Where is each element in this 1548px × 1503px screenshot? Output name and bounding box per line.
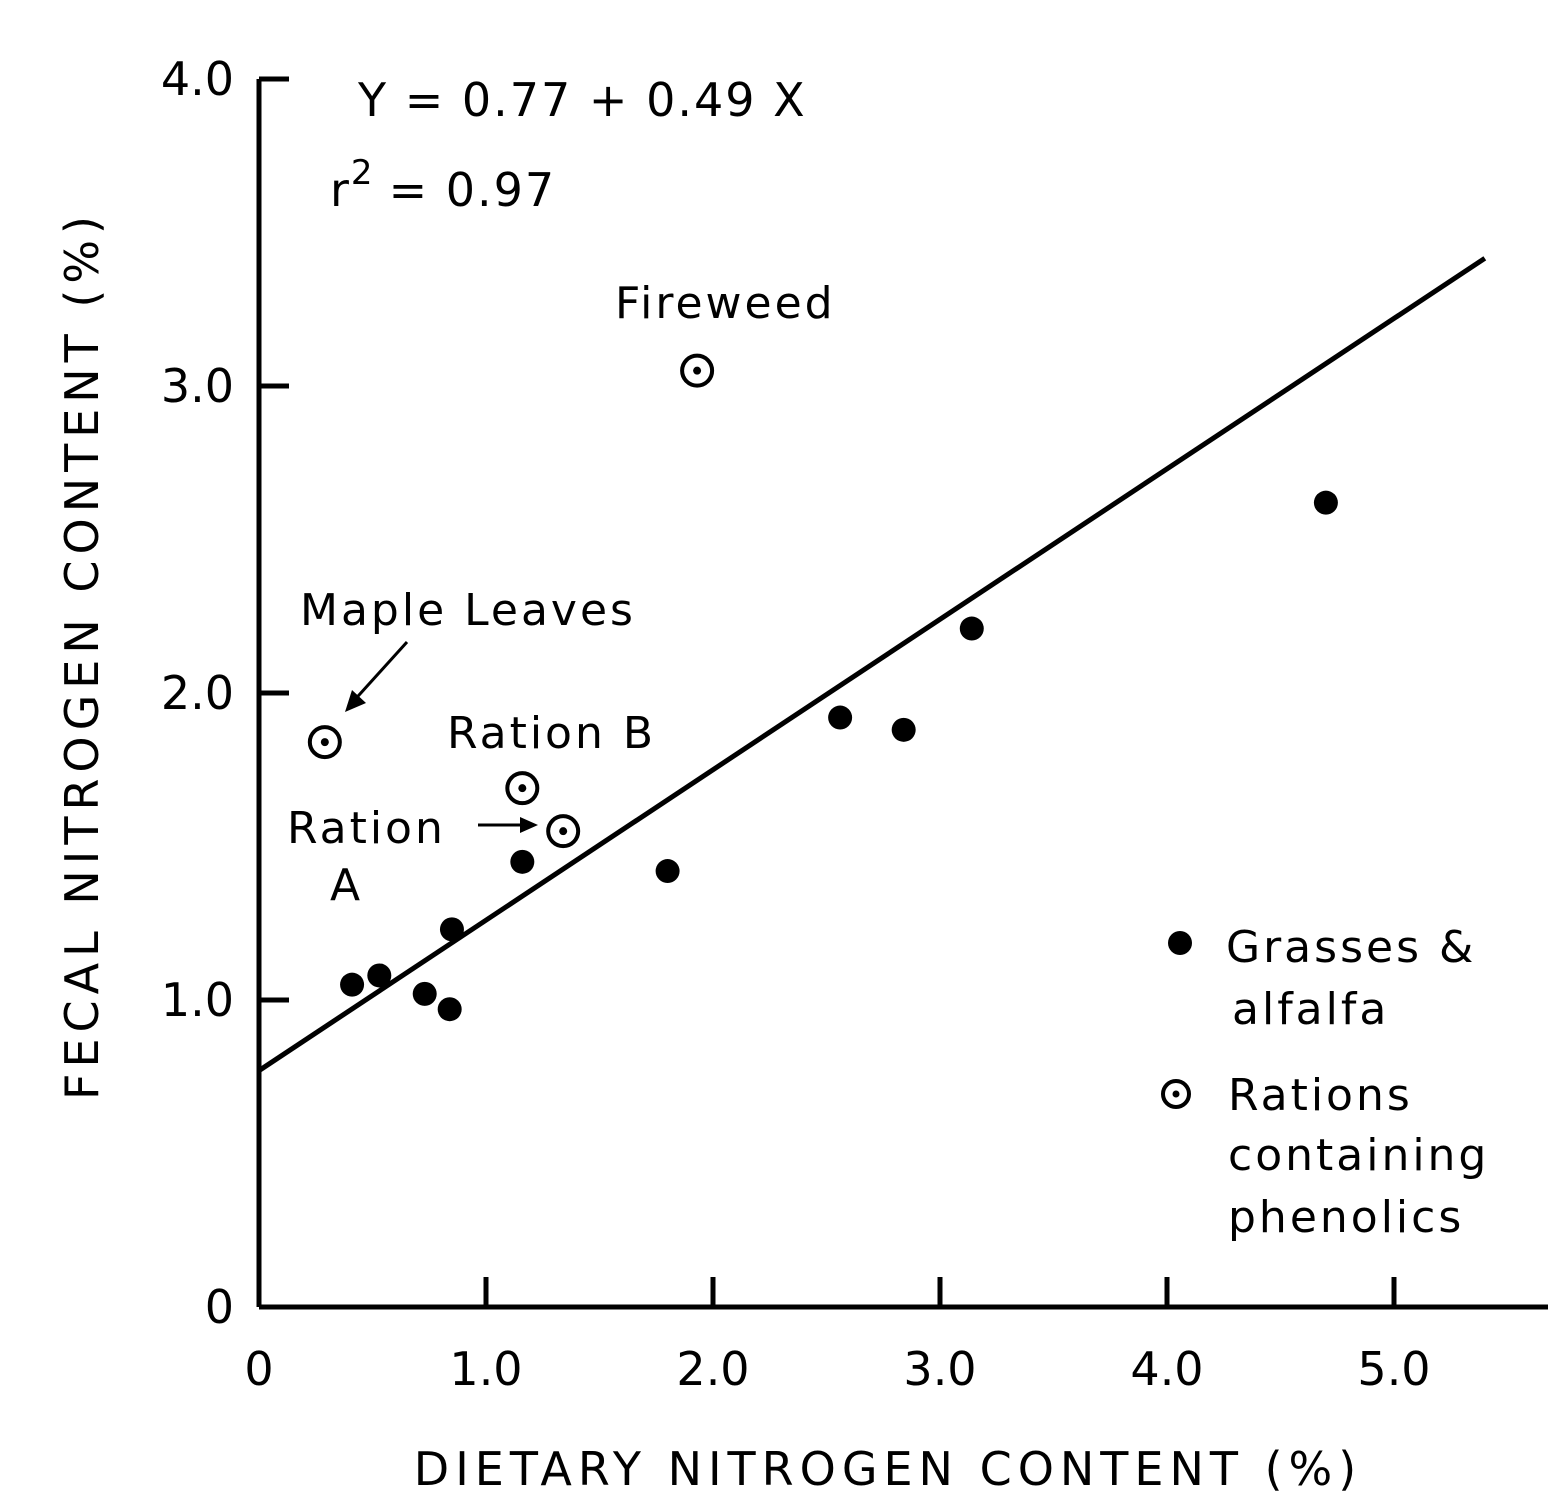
- data-point-filled: [655, 859, 680, 884]
- y-tick-label: 1.0: [161, 973, 234, 1027]
- ration-a-arrow: [478, 817, 538, 833]
- annotation-fireweed: Fireweed: [615, 278, 836, 329]
- data-point-filled: [367, 963, 392, 988]
- y-axis-title: FECAL NITROGEN CONTENT (%): [55, 210, 109, 1100]
- data-point-filled: [891, 717, 916, 742]
- data-point-phenolic: [307, 725, 342, 760]
- x-axis-title: DIETARY NITROGEN CONTENT (%): [414, 1442, 1362, 1496]
- r-squared-label: r2 = 0.97: [330, 153, 556, 217]
- legend-open-label-line3: phenolics: [1228, 1192, 1464, 1243]
- r2-superscript: 2: [351, 153, 375, 193]
- legend-filled-label-line2: alfalfa: [1232, 984, 1389, 1035]
- x-tick-labels: 0 1.0 2.0 3.0 4.0 5.0: [244, 1342, 1430, 1396]
- data-point-filled: [412, 981, 437, 1006]
- legend: Grasses & alfalfa Rations containing phe…: [1161, 922, 1489, 1243]
- data-point-filled: [1313, 490, 1338, 515]
- data-points: [307, 353, 1338, 1022]
- data-point-phenolic: [546, 814, 581, 849]
- x-tick-label: 1.0: [449, 1342, 522, 1396]
- x-tick-label: 5.0: [1357, 1342, 1430, 1396]
- regression-line: [257, 256, 1487, 1073]
- y-tick-labels: 0 1.0 2.0 3.0 4.0: [161, 52, 234, 1334]
- annotation-maple-leaves: Maple Leaves: [300, 585, 636, 636]
- x-tick-label: 0: [244, 1342, 273, 1396]
- regression-equation: Y = 0.77 + 0.49 X: [357, 73, 807, 127]
- x-tick-label: 3.0: [903, 1342, 976, 1396]
- annotation-ration-b: Ration B: [447, 708, 656, 759]
- maple-arrow: [345, 640, 409, 712]
- y-tick-label: 0: [205, 1280, 234, 1334]
- y-tick-label: 2.0: [161, 666, 234, 720]
- data-point-filled: [437, 997, 462, 1022]
- data-point-filled: [828, 705, 853, 730]
- data-point-phenolic: [680, 353, 715, 388]
- legend-open-label-line2: containing: [1228, 1130, 1489, 1181]
- legend-filled-label-line1: Grasses &: [1226, 922, 1476, 973]
- annotation-ration-a-line1: Ration: [287, 803, 446, 854]
- data-point-phenolic: [505, 771, 540, 806]
- legend-open-marker: [1161, 1079, 1191, 1109]
- y-tick-label: 3.0: [161, 359, 234, 413]
- data-point-filled: [439, 917, 464, 942]
- x-tick-label: 4.0: [1130, 1342, 1203, 1396]
- y-tick-label: 4.0: [161, 52, 234, 106]
- axes: [256, 76, 1548, 1310]
- legend-filled-marker: [1168, 931, 1192, 955]
- legend-open-label-line1: Rations: [1228, 1070, 1413, 1121]
- x-tick-label: 2.0: [676, 1342, 749, 1396]
- r2-prefix: r: [330, 163, 351, 217]
- data-point-filled: [340, 972, 365, 997]
- data-point-filled: [959, 616, 984, 641]
- annotation-ration-a-line2: A: [330, 860, 363, 911]
- data-point-filled: [510, 849, 535, 874]
- r2-value: = 0.97: [389, 163, 557, 217]
